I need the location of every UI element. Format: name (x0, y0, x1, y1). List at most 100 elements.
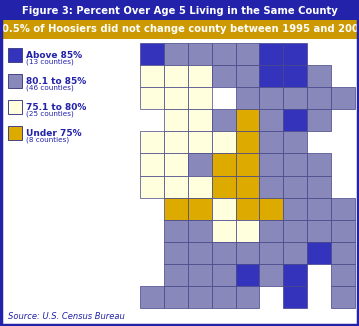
Bar (188, 43, 212, 65)
Bar (140, 175, 164, 198)
Text: Figure 3: Percent Over Age 5 Living in the Same County: Figure 3: Percent Over Age 5 Living in t… (22, 6, 338, 16)
Bar (212, 242, 236, 264)
Text: Under 75%: Under 75% (26, 128, 81, 138)
Bar (140, 65, 164, 87)
Bar (283, 220, 307, 242)
Bar (164, 43, 188, 65)
Bar (236, 220, 260, 242)
Text: (13 counties): (13 counties) (26, 59, 74, 65)
Bar (331, 198, 355, 220)
Bar (260, 220, 283, 242)
Bar (164, 109, 188, 131)
Bar (164, 175, 188, 198)
Bar (307, 242, 331, 264)
Bar (283, 175, 307, 198)
Bar (8, 48, 22, 62)
Text: Source: U.S. Census Bureau: Source: U.S. Census Bureau (8, 312, 125, 321)
Bar (212, 131, 236, 154)
Bar (164, 264, 188, 286)
Bar (260, 131, 283, 154)
Bar (140, 286, 164, 308)
Bar (188, 131, 212, 154)
Bar (236, 175, 260, 198)
Bar (164, 65, 188, 87)
Bar (212, 65, 236, 87)
Bar (188, 87, 212, 109)
Bar (212, 154, 236, 175)
Bar (307, 198, 331, 220)
Bar (164, 242, 188, 264)
Bar (236, 65, 260, 87)
Bar (164, 87, 188, 109)
Bar (8, 126, 22, 140)
Bar (283, 154, 307, 175)
Bar (188, 198, 212, 220)
Bar (236, 43, 260, 65)
Bar (260, 198, 283, 220)
Bar (283, 65, 307, 87)
Text: 80.5% of Hoosiers did not change county between 1995 and 2000: 80.5% of Hoosiers did not change county … (0, 24, 359, 35)
Bar (8, 100, 22, 114)
Bar (283, 264, 307, 286)
Text: 75.1 to 80%: 75.1 to 80% (26, 102, 87, 111)
Bar (236, 198, 260, 220)
Bar (2, 2, 358, 20)
Bar (283, 109, 307, 131)
Bar (188, 65, 212, 87)
Bar (212, 220, 236, 242)
Bar (236, 264, 260, 286)
Bar (188, 242, 212, 264)
Bar (283, 286, 307, 308)
Bar (260, 175, 283, 198)
Bar (2, 20, 358, 39)
Bar (331, 242, 355, 264)
Bar (260, 154, 283, 175)
Bar (236, 242, 260, 264)
Bar (236, 286, 260, 308)
Bar (260, 242, 283, 264)
Bar (283, 242, 307, 264)
Text: Above 85%: Above 85% (26, 51, 82, 60)
Bar (307, 65, 331, 87)
Bar (212, 43, 236, 65)
Bar (212, 109, 236, 131)
Bar (283, 43, 307, 65)
Bar (212, 198, 236, 220)
Bar (188, 286, 212, 308)
Bar (8, 74, 22, 88)
Bar (260, 65, 283, 87)
Bar (283, 198, 307, 220)
Bar (188, 175, 212, 198)
Bar (140, 43, 164, 65)
Bar (164, 154, 188, 175)
Bar (260, 264, 283, 286)
Bar (307, 109, 331, 131)
Bar (164, 131, 188, 154)
Bar (307, 154, 331, 175)
Bar (236, 154, 260, 175)
Bar (164, 286, 188, 308)
Bar (188, 220, 212, 242)
Bar (283, 131, 307, 154)
Bar (307, 175, 331, 198)
Bar (283, 87, 307, 109)
Bar (236, 131, 260, 154)
Bar (140, 131, 164, 154)
Bar (260, 109, 283, 131)
Bar (331, 220, 355, 242)
Bar (140, 87, 164, 109)
Text: 80.1 to 85%: 80.1 to 85% (26, 77, 86, 85)
Bar (307, 87, 331, 109)
Bar (164, 198, 188, 220)
Bar (188, 109, 212, 131)
Bar (331, 286, 355, 308)
Bar (307, 220, 331, 242)
Bar (140, 154, 164, 175)
Bar (188, 154, 212, 175)
Text: (46 counties): (46 counties) (26, 85, 74, 91)
Bar (260, 43, 283, 65)
Text: (8 counties): (8 counties) (26, 137, 69, 143)
Bar (236, 109, 260, 131)
Bar (331, 264, 355, 286)
Bar (212, 286, 236, 308)
